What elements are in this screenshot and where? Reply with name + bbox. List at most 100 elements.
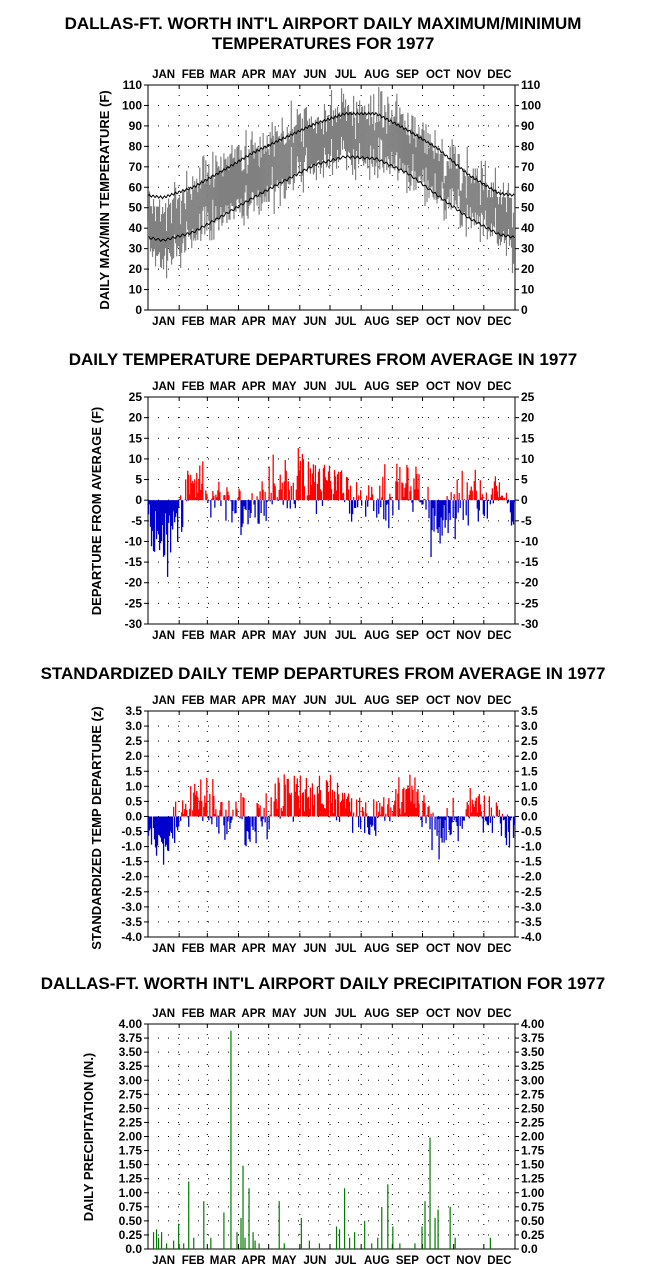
month-label-top: JUL	[335, 69, 357, 81]
plot-frame	[147, 1023, 516, 1250]
y-tick-label-right: -20	[521, 576, 539, 590]
y-tick-label-right: 15	[521, 431, 535, 445]
y-tick-label-right: 110	[521, 78, 541, 92]
standardized-chart-title: STANDARDIZED DAILY TEMP DEPARTURES FROM …	[41, 664, 606, 683]
y-tick-label-left: -5	[131, 514, 142, 528]
departure-chart-ylabel: DEPARTURE FROM AVERAGE (F)	[89, 407, 104, 615]
month-label-bottom: JUL	[335, 1255, 357, 1267]
y-tick-label-left: 20	[129, 262, 143, 276]
departure-chart-title: DAILY TEMPERATURE DEPARTURES FROM AVERAG…	[69, 350, 578, 369]
plot-frame	[147, 710, 516, 938]
y-tick-label-left: -1.5	[121, 855, 142, 869]
y-tick-label-right: 30	[521, 242, 535, 256]
y-tick-label-left: 3.25	[119, 1059, 143, 1073]
month-label-bottom: OCT	[426, 1255, 450, 1267]
y-tick-label-left: 20	[129, 411, 143, 425]
month-label-top: SEP	[396, 1008, 419, 1020]
month-label-bottom: SEP	[396, 943, 419, 955]
y-tick-label-right: 20	[521, 262, 535, 276]
y-tick-label-right: -5	[521, 514, 532, 528]
normal-high-line	[148, 111, 515, 200]
y-tick-label-left: 0	[135, 303, 142, 317]
month-label-bottom: OCT	[426, 630, 450, 642]
y-tick-label-right: -30	[521, 617, 539, 631]
month-label-top: MAY	[272, 695, 297, 707]
month-label-bottom: SEP	[396, 1255, 419, 1267]
temp-chart-title-line2: TEMPERATURES FOR 1977	[212, 34, 435, 53]
month-label-bottom: AUG	[364, 1255, 390, 1267]
y-tick-label-right: 3.75	[521, 1031, 545, 1045]
y-tick-label-right: 70	[521, 160, 535, 174]
month-label-top: MAR	[210, 695, 237, 707]
standardized-chart-ylabel: STANDARDIZED TEMP DEPARTURE (z)	[89, 706, 104, 949]
month-label-bottom: APR	[241, 630, 266, 642]
month-label-top: DEC	[487, 695, 511, 707]
y-tick-label-left: -10	[125, 534, 143, 548]
y-tick-label-left: -1.0	[121, 840, 142, 854]
month-label-bottom: JUN	[303, 1255, 326, 1267]
y-tick-label-right: 0.0	[521, 1242, 538, 1256]
month-label-bottom: MAY	[272, 943, 297, 955]
month-label-bottom: FEB	[182, 316, 205, 328]
month-label-bottom: MAY	[272, 630, 297, 642]
month-label-top: MAR	[210, 1008, 237, 1020]
month-label-bottom: DEC	[487, 316, 511, 328]
month-label-bottom: MAY	[272, 316, 297, 328]
month-label-top: FEB	[182, 381, 205, 393]
month-label-bottom: DEC	[487, 1255, 511, 1267]
y-tick-label-left: 15	[129, 431, 143, 445]
month-label-top: JAN	[152, 1008, 175, 1020]
y-tick-label-right: 0.50	[521, 1214, 545, 1228]
y-tick-label-right: 2.5	[521, 734, 538, 748]
month-label-bottom: NOV	[456, 316, 481, 328]
month-label-bottom: MAR	[210, 316, 237, 328]
y-tick-label-left: -20	[125, 576, 143, 590]
month-label-top: MAY	[272, 381, 297, 393]
y-tick-label-left: 10	[129, 283, 143, 297]
precipitation-chart: DALLAS-FT. WORTH INT'L AIRPORT DAILY PRE…	[41, 974, 605, 1267]
month-label-top: SEP	[396, 695, 419, 707]
month-label-bottom: NOV	[456, 630, 481, 642]
y-tick-label-right: -2.5	[521, 885, 542, 899]
y-tick-label-right: 5	[521, 473, 528, 487]
month-label-top: JUL	[335, 381, 357, 393]
month-label-top: FEB	[182, 695, 205, 707]
y-tick-label-left: 70	[129, 160, 143, 174]
y-tick-label-right: 2.00	[521, 1130, 545, 1144]
month-label-top: JAN	[152, 381, 175, 393]
y-tick-label-left: 2.5	[125, 734, 142, 748]
month-label-bottom: DEC	[487, 943, 511, 955]
month-label-bottom: NOV	[456, 943, 481, 955]
temperature-chart: DALLAS-FT. WORTH INT'L AIRPORT DAILY MAX…	[65, 14, 582, 328]
y-tick-label-left: 2.50	[119, 1101, 143, 1115]
month-label-top: JUL	[335, 1008, 357, 1020]
month-label-bottom: JUN	[303, 630, 326, 642]
y-tick-label-right: 50	[521, 201, 535, 215]
month-label-top: JUN	[303, 69, 326, 81]
y-tick-label-left: 2.25	[119, 1115, 143, 1129]
y-tick-label-right: -10	[521, 534, 539, 548]
y-tick-label-right: 1.5	[521, 764, 538, 778]
month-label-top: OCT	[426, 1008, 450, 1020]
month-label-top: APR	[241, 1008, 266, 1020]
y-tick-label-right: -1.5	[521, 855, 542, 869]
y-tick-label-left: -15	[125, 555, 143, 569]
y-tick-label-left: 1.75	[119, 1144, 143, 1158]
y-tick-label-right: -2.0	[521, 870, 542, 884]
normal-low-line	[148, 154, 515, 242]
y-tick-label-left: 0.0	[125, 1242, 142, 1256]
y-tick-label-left: 2.0	[125, 749, 142, 763]
temp-plot-area: 0 0 10 10 20 20 30 30 40 40 50 50 60 60 70 70 80 80 90 90 10…	[122, 69, 541, 328]
y-tick-label-right: 0.25	[521, 1228, 545, 1242]
month-label-top: JUL	[335, 695, 357, 707]
month-label-top: SEP	[396, 381, 419, 393]
month-label-bottom: MAR	[210, 1255, 237, 1267]
month-label-bottom: DEC	[487, 630, 511, 642]
y-tick-label-right: 0	[521, 303, 528, 317]
y-tick-label-right: -3.5	[521, 915, 542, 929]
departure-plot-area: -30 -30 -25 -25 -20 -20 -15 -15 -10 -10 -5 -5 0 0 5 5 10…	[125, 381, 539, 642]
month-label-bottom: SEP	[396, 316, 419, 328]
y-tick-label-left: 60	[129, 180, 143, 194]
y-tick-label-right: -4.0	[521, 930, 542, 944]
month-label-bottom: JAN	[152, 1255, 175, 1267]
